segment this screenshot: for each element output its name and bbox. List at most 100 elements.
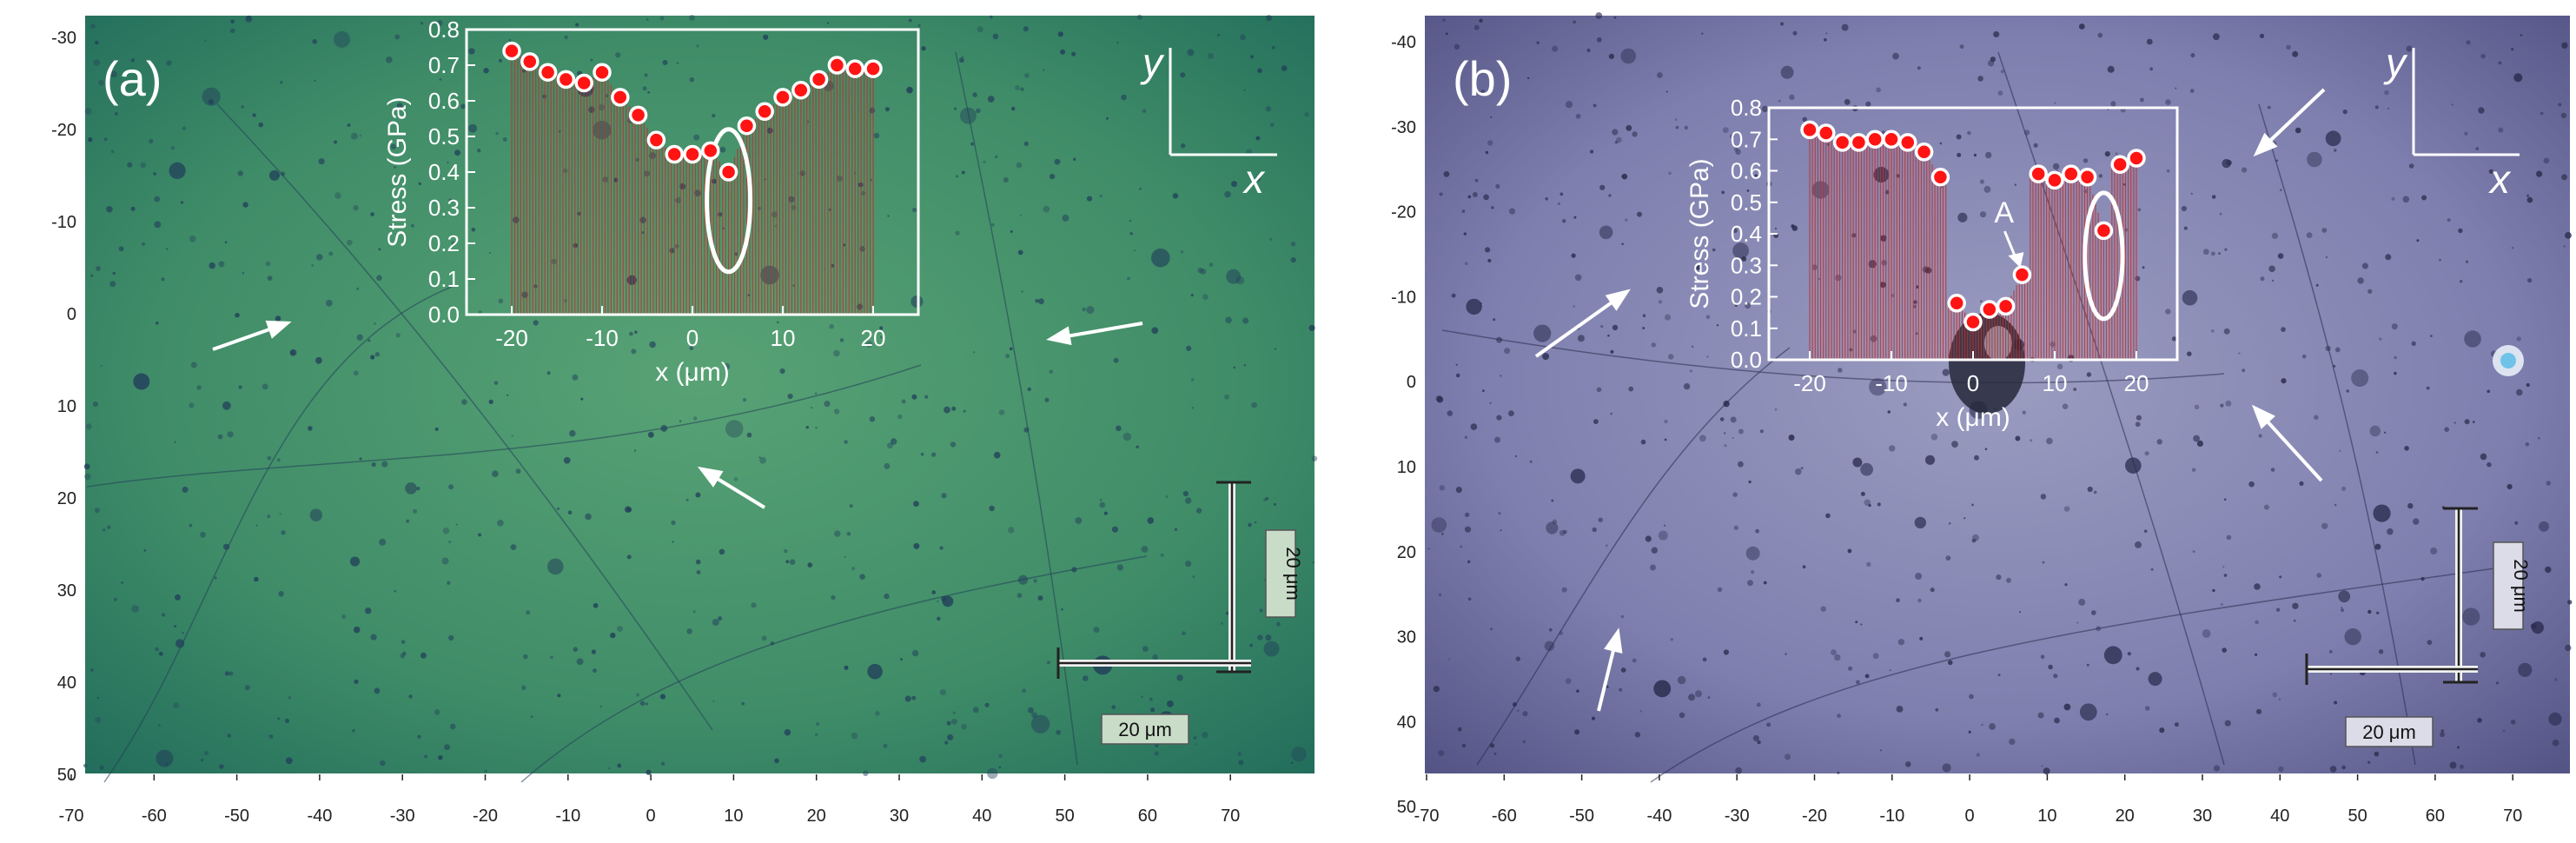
speck xyxy=(2457,746,2460,749)
speck xyxy=(498,58,503,63)
speck xyxy=(1621,175,1625,178)
speck xyxy=(1835,274,1842,282)
speck xyxy=(2018,611,2021,614)
speck xyxy=(1249,643,1253,647)
speck xyxy=(118,246,124,252)
speck xyxy=(2193,435,2201,442)
speck xyxy=(182,126,186,130)
speck xyxy=(1732,492,1738,497)
stress-data-point xyxy=(1914,143,1934,162)
speck xyxy=(209,262,215,269)
speck xyxy=(2073,388,2077,391)
speck xyxy=(2165,309,2171,315)
speck xyxy=(309,508,322,521)
stress-data-point xyxy=(502,41,521,61)
speck xyxy=(1778,99,1781,103)
speck xyxy=(227,431,234,438)
speck xyxy=(155,647,159,652)
x-tick-label: -20 xyxy=(473,806,498,826)
speck xyxy=(2495,681,2500,685)
speck xyxy=(2006,577,2011,583)
speck xyxy=(1820,606,1826,612)
speck xyxy=(608,767,611,770)
speck xyxy=(2219,212,2222,216)
speck xyxy=(149,138,154,143)
speck xyxy=(610,632,616,639)
speck xyxy=(2224,720,2231,727)
speck xyxy=(2325,130,2341,147)
speck xyxy=(1193,736,1197,740)
speck xyxy=(1724,432,1726,435)
x-tick-label: 50 xyxy=(2348,806,2367,826)
speck xyxy=(448,540,452,544)
speck xyxy=(1674,118,1678,121)
speck xyxy=(2525,442,2530,447)
speck xyxy=(1187,49,1195,56)
stress-data-point xyxy=(556,70,576,90)
speck xyxy=(1151,327,1159,335)
speck xyxy=(719,146,726,153)
speck xyxy=(998,766,1002,769)
speck xyxy=(1818,277,1820,280)
speck xyxy=(1472,192,1478,197)
speck xyxy=(1517,709,1520,713)
speck xyxy=(998,409,1005,415)
speck xyxy=(827,22,830,24)
speck xyxy=(1752,734,1759,742)
speck xyxy=(2053,674,2058,679)
speck xyxy=(1493,318,1496,322)
speck xyxy=(1190,294,1194,297)
speck xyxy=(1441,533,1444,535)
speck xyxy=(1608,53,1614,59)
speck xyxy=(1136,445,1139,448)
inset-x-tick-label: 20 xyxy=(2124,370,2149,396)
speck xyxy=(576,658,584,666)
speck xyxy=(1496,415,1502,421)
speck xyxy=(766,127,773,134)
speck xyxy=(254,576,259,582)
speck xyxy=(166,248,169,250)
speck xyxy=(359,134,362,137)
speck xyxy=(354,679,359,685)
speck xyxy=(1116,425,1122,432)
speck xyxy=(521,685,526,690)
speck xyxy=(1197,267,1203,274)
speck xyxy=(1679,712,1685,719)
speck xyxy=(1677,675,1686,685)
speck xyxy=(944,406,950,414)
speck xyxy=(2248,481,2255,488)
speck xyxy=(1442,18,1446,23)
speck xyxy=(1688,694,1696,701)
speck xyxy=(471,228,476,232)
speck xyxy=(712,700,715,703)
speck xyxy=(2136,667,2140,671)
speck xyxy=(1265,106,1272,112)
inset-y-tick-label: 0.5 xyxy=(428,123,460,149)
stress-inset-chart: 0.0 0.1 0.2 0.3 0.4 0.5 0.6 0.7 0.8 -20 -10 0 10 20 St… xyxy=(1685,95,2179,432)
speck xyxy=(785,560,790,564)
speck xyxy=(1997,674,2001,677)
speck xyxy=(2255,708,2262,714)
speck xyxy=(2015,435,2021,441)
speck xyxy=(189,236,196,242)
speck xyxy=(1712,248,1716,252)
speck xyxy=(1451,293,1456,298)
speck xyxy=(2259,33,2265,39)
speck xyxy=(865,341,873,348)
y-tick-label: -30 xyxy=(51,29,76,48)
speck xyxy=(390,143,396,149)
speck xyxy=(1498,512,1501,515)
speck xyxy=(1959,44,1964,50)
speck xyxy=(954,107,957,110)
speck xyxy=(1265,496,1269,501)
speck xyxy=(546,371,551,375)
speck xyxy=(130,206,136,211)
speck xyxy=(844,555,846,558)
speck xyxy=(1504,348,1511,355)
speck xyxy=(100,364,103,368)
stress-data-point xyxy=(593,63,612,82)
speck xyxy=(1565,678,1572,685)
speck xyxy=(1035,299,1039,303)
speck xyxy=(1489,402,1492,404)
speck xyxy=(1596,387,1602,393)
